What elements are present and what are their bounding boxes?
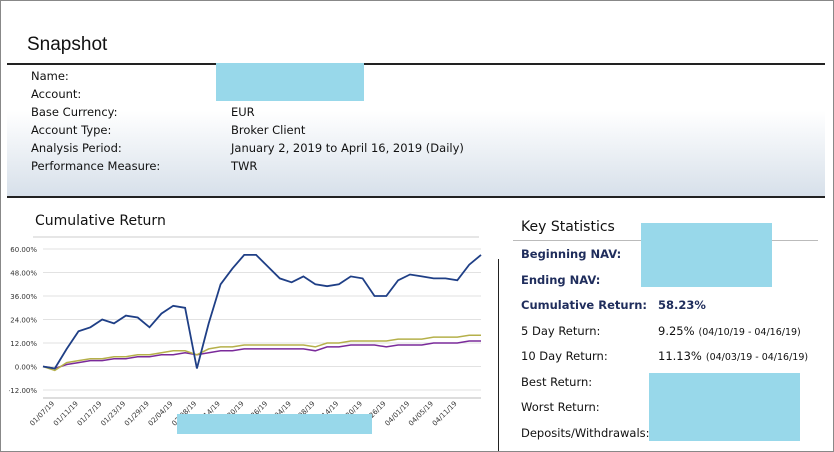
line-series <box>42 334 481 372</box>
info-value: EUR <box>231 105 255 119</box>
info-value: Broker Client <box>231 123 306 137</box>
stat-period: (04/03/19 - 04/16/19) <box>705 352 809 363</box>
info-label: Performance Measure: <box>31 159 161 173</box>
x-tick-label: 01/17/19 <box>76 400 104 428</box>
stats-title: Key Statistics <box>521 219 615 235</box>
y-tick-label: 12.00% <box>10 340 37 348</box>
x-tick-label: 04/05/19 <box>407 400 435 428</box>
x-tick-label: 01/07/19 <box>28 400 56 428</box>
redaction <box>641 223 772 287</box>
stat-number: 9.25% <box>658 323 695 338</box>
x-tick-label: 04/01/19 <box>383 400 411 428</box>
x-tick-label: 01/29/19 <box>123 400 151 428</box>
x-tick-label: 01/11/19 <box>52 400 80 428</box>
info-label: Account Type: <box>31 123 112 137</box>
stat-label: Beginning NAV: <box>521 247 622 261</box>
line-series <box>42 254 482 370</box>
y-tick-label: 24.00% <box>10 317 37 325</box>
info-label: Account: <box>31 87 82 101</box>
redaction <box>177 414 372 434</box>
stat-number: 58.23% <box>658 298 706 312</box>
stat-label: 5 Day Return: <box>521 323 601 338</box>
info-label: Base Currency: <box>31 105 118 119</box>
key-statistics: Key Statistics Beginning NAV: Ending NAV:… <box>513 213 818 449</box>
x-tick-label: 01/23/19 <box>99 400 127 428</box>
info-value: January 2, 2019 to April 16, 2019 (Daily… <box>231 141 464 155</box>
chart-title: Cumulative Return <box>35 213 166 229</box>
stat-period: (04/10/19 - 04/16/19) <box>698 326 801 338</box>
stat-label: Worst Return: <box>521 400 600 414</box>
account-info: Name: Account: Base Currency: EUR Account Ty… <box>7 63 825 198</box>
page-title: Snapshot <box>27 34 108 55</box>
stat-label: Best Return: <box>521 374 593 389</box>
y-tick-label: 48.00% <box>10 270 37 278</box>
info-value: TWR <box>231 159 258 173</box>
stat-label: Deposits/Withdrawals: <box>521 425 650 440</box>
info-label: Analysis Period: <box>31 141 122 155</box>
x-tick-label: 02/04/19 <box>147 400 175 428</box>
stat-value: 58.23% <box>658 298 706 312</box>
line-series <box>42 340 481 370</box>
stat-label: 10 Day Return: <box>521 349 608 363</box>
stat-value: 9.25% (04/10/19 - 04/16/19) <box>658 324 801 338</box>
y-tick-label: -12.00% <box>9 387 37 395</box>
stat-number: 11.13% <box>658 349 702 363</box>
x-tick-label: 04/11/19 <box>431 400 459 428</box>
divider <box>498 259 499 451</box>
info-label: Name: <box>31 69 69 83</box>
y-tick-label: 0.00% <box>15 364 38 372</box>
stat-label: Ending NAV: <box>521 272 601 287</box>
stat-value: 11.13% (04/03/19 - 04/16/19) <box>658 349 808 363</box>
redaction <box>216 63 364 101</box>
y-tick-label: 36.00% <box>10 293 37 301</box>
stat-label: Cumulative Return: <box>521 298 648 312</box>
y-tick-label: 60.00% <box>10 246 37 254</box>
redaction <box>649 373 800 441</box>
